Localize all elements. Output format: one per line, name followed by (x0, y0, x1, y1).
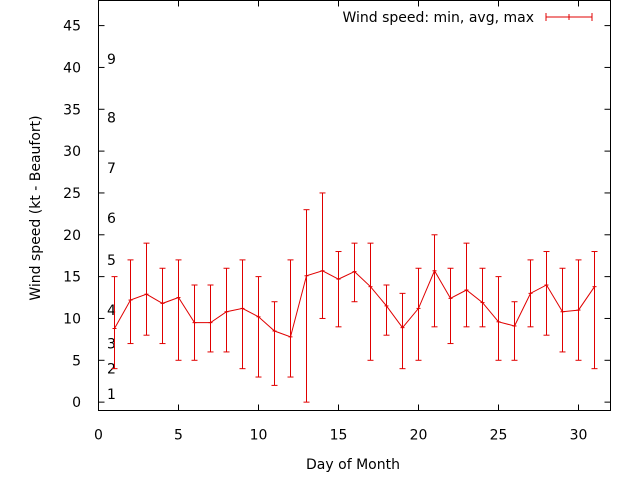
legend: Wind speed: min, avg, max (342, 10, 593, 26)
x-tick-label: 0 (94, 428, 103, 444)
y-tick-label: 20 (63, 228, 81, 244)
plot-frame (98, 0, 611, 411)
y-tick-label: 35 (63, 102, 81, 118)
beaufort-label: 5 (107, 253, 116, 269)
x-axis-ticks: 0 5 10 15 20 25 30 (94, 0, 588, 444)
x-tick-label: 20 (410, 428, 428, 444)
y-tick-label: 0 (72, 395, 81, 411)
y-tick-label: 25 (63, 186, 81, 202)
beaufort-label: 8 (107, 111, 116, 127)
beaufort-label: 3 (107, 337, 116, 353)
y-tick-label: 40 (63, 60, 81, 76)
beaufort-label: 1 (107, 387, 116, 403)
y-tick-label: 45 (63, 19, 81, 35)
y-axis-label: Wind speed (kt - Beaufort) (28, 115, 44, 300)
x-tick-label: 30 (570, 428, 588, 444)
x-tick-label: 5 (174, 428, 183, 444)
beaufort-scale-labels: 1 2 3 4 5 6 7 8 9 (107, 52, 116, 403)
beaufort-label: 6 (107, 211, 116, 227)
beaufort-label: 2 (107, 362, 116, 378)
wind-speed-series (111, 192, 598, 403)
y-tick-label: 5 (72, 353, 81, 369)
x-tick-label: 15 (330, 428, 348, 444)
y-tick-label: 30 (63, 144, 81, 160)
beaufort-label: 9 (107, 52, 116, 68)
y-tick-label: 15 (63, 270, 81, 286)
x-axis-label: Day of Month (306, 457, 400, 473)
y-tick-label: 10 (63, 311, 81, 327)
x-tick-label: 10 (250, 428, 268, 444)
beaufort-label: 7 (107, 161, 116, 177)
x-tick-label: 25 (490, 428, 508, 444)
legend-label: Wind speed: min, avg, max (342, 10, 534, 26)
beaufort-label: 4 (107, 303, 116, 319)
